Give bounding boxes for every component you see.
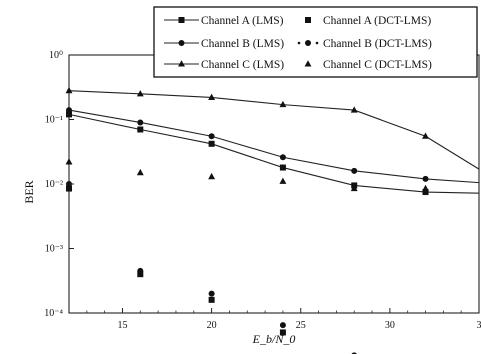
data-point bbox=[136, 90, 144, 97]
y-tick-label: 10⁻¹ bbox=[45, 115, 63, 126]
data-point bbox=[279, 329, 286, 336]
x-tick-label: 3 bbox=[477, 320, 481, 331]
series-6 bbox=[65, 158, 429, 192]
data-point bbox=[137, 267, 144, 274]
data-point bbox=[351, 167, 358, 174]
x-tick-label: 15 bbox=[117, 320, 127, 331]
y-tick-label: 10⁻⁴ bbox=[44, 308, 63, 319]
legend-marker bbox=[305, 40, 311, 46]
legend-marker bbox=[305, 17, 311, 23]
data-point bbox=[208, 93, 216, 100]
data-point bbox=[66, 185, 72, 192]
y-tick-label: 10⁻³ bbox=[45, 244, 63, 255]
legend: Channel A (LMS) Channel B (LMS) Channel C … bbox=[153, 6, 478, 78]
series-line bbox=[68, 109, 480, 184]
data-point bbox=[136, 168, 144, 176]
data-point bbox=[208, 296, 215, 303]
x-axis: 15 20 25 30 3 bbox=[86, 308, 481, 331]
data-point bbox=[208, 172, 216, 180]
data-point bbox=[65, 86, 73, 94]
series-line bbox=[68, 113, 480, 194]
data-point bbox=[279, 154, 286, 161]
series-layer bbox=[65, 86, 480, 354]
y-axis-label: BER bbox=[22, 180, 36, 203]
data-point bbox=[279, 164, 286, 171]
data-point bbox=[137, 126, 144, 133]
x-axis-label: E_b/N_0 bbox=[252, 332, 296, 346]
legend-label: Channel A (LMS) bbox=[201, 15, 284, 27]
data-point bbox=[208, 140, 215, 147]
data-point bbox=[65, 158, 73, 165]
legend-marker-dot bbox=[297, 41, 301, 45]
legend-item: Channel A (LMS) bbox=[164, 15, 284, 27]
y-tick-label: 10⁻² bbox=[45, 179, 63, 190]
series-1 bbox=[66, 111, 480, 196]
data-point bbox=[350, 106, 358, 113]
data-point bbox=[422, 175, 429, 182]
series-3 bbox=[65, 86, 480, 170]
data-point bbox=[422, 132, 429, 139]
legend-item: Channel C (LMS) bbox=[164, 59, 284, 71]
legend-item: Channel C (DCT-LMS) bbox=[304, 59, 432, 71]
data-point bbox=[422, 189, 429, 196]
legend-item: Channel B (LMS) bbox=[164, 38, 284, 50]
legend-label: Channel B (LMS) bbox=[201, 38, 284, 50]
legend-label: Channel B (DCT-LMS) bbox=[323, 38, 432, 50]
legend-item: Channel B (DCT-LMS) bbox=[297, 38, 432, 50]
data-point bbox=[422, 184, 429, 192]
legend-item: Channel A (DCT-LMS) bbox=[305, 15, 431, 27]
series-4 bbox=[66, 185, 286, 336]
legend-marker bbox=[178, 17, 185, 23]
data-point bbox=[279, 322, 286, 329]
data-point bbox=[279, 100, 287, 108]
x-tick-label: 30 bbox=[385, 320, 395, 331]
legend-marker bbox=[178, 40, 185, 46]
data-point bbox=[350, 184, 358, 192]
legend-label: Channel C (DCT-LMS) bbox=[323, 59, 432, 71]
data-point bbox=[137, 271, 144, 278]
data-point bbox=[66, 107, 72, 114]
data-point bbox=[208, 133, 215, 140]
data-point bbox=[137, 119, 144, 126]
y-tick-label: 10⁰ bbox=[49, 50, 63, 61]
legend-marker-dot bbox=[315, 41, 319, 45]
x-tick-label: 25 bbox=[296, 320, 306, 331]
series-line bbox=[68, 90, 480, 170]
series-2 bbox=[66, 107, 480, 184]
data-point bbox=[208, 290, 215, 297]
y-axis: 10⁻⁴ 10⁻³ 10⁻² 10⁻¹ 10⁰ bbox=[44, 50, 74, 319]
legend-marker bbox=[304, 60, 312, 67]
x-tick-label: 20 bbox=[207, 320, 217, 331]
data-point bbox=[66, 111, 72, 118]
legend-box bbox=[153, 6, 478, 78]
data-point bbox=[279, 177, 287, 184]
legend-label: Channel C (LMS) bbox=[201, 59, 284, 71]
legend-marker bbox=[178, 60, 185, 67]
legend-label: Channel A (DCT-LMS) bbox=[323, 15, 431, 27]
series-5 bbox=[66, 181, 357, 354]
